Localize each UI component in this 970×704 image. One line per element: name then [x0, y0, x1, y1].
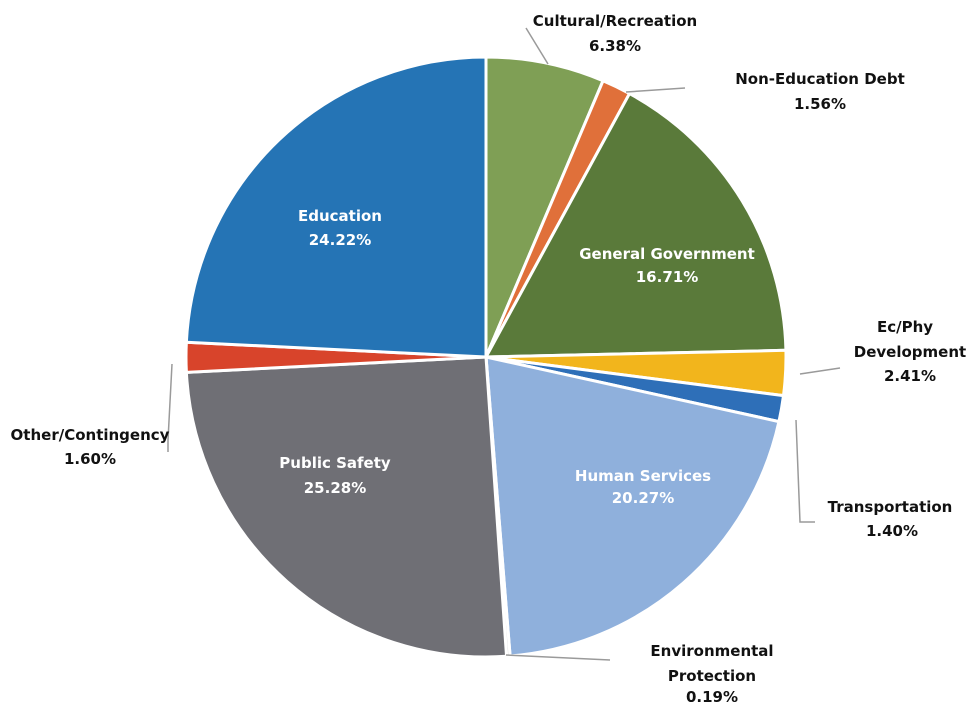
- slice-labels: Cultural/Recreation 6.38% Non-Education De…: [11, 12, 967, 704]
- slice-value-environmental-protection: 0.19%: [686, 688, 738, 704]
- slice-label-cultural-recreation: Cultural/Recreation: [533, 12, 697, 30]
- slice-value-public-safety: 25.28%: [304, 479, 366, 497]
- slice-general-government: [484, 92, 788, 359]
- slice-label-environmental-protection-line1: Environmental: [650, 642, 773, 660]
- leader-line-cultural-recreation: [525, 27, 549, 65]
- leader-line-other-contingency: [167, 363, 173, 452]
- slice-label-ec-phy-development-line2: Development: [854, 343, 966, 361]
- leader-line-non-education-debt: [625, 87, 686, 93]
- slice-value-general-government: 16.71%: [636, 268, 698, 286]
- slice-value-non-education-debt: 1.56%: [794, 95, 846, 113]
- slice-value-transportation: 1.40%: [866, 522, 918, 540]
- slice-label-public-safety: Public Safety: [279, 454, 391, 472]
- slice-label-non-education-debt: Non-Education Debt: [735, 70, 905, 88]
- slice-value-other-contingency: 1.60%: [64, 450, 116, 468]
- slice-value-education: 24.22%: [309, 231, 371, 249]
- slice-value-cultural-recreation: 6.38%: [589, 37, 641, 55]
- leader-line-ec-phy-development: [799, 367, 841, 375]
- slice-label-transportation: Transportation: [828, 498, 953, 516]
- slice-education: [184, 55, 488, 359]
- slice-human-services: [484, 355, 781, 658]
- slice-label-ec-phy-development-line1: Ec/Phy: [877, 318, 933, 336]
- slice-value-ec-phy-development: 2.41%: [884, 367, 936, 385]
- leader-line-environmental-protection: [505, 654, 611, 661]
- slice-value-human-services: 20.27%: [612, 489, 674, 507]
- slice-label-other-contingency: Other/Contingency: [11, 426, 170, 444]
- slice-public-safety: [184, 355, 509, 659]
- slice-label-environmental-protection-line2: Protection: [668, 667, 756, 685]
- pie-slices: [184, 55, 788, 659]
- slice-cultural-recreation: [484, 55, 605, 359]
- slice-label-general-government: General Government: [579, 245, 755, 263]
- leader-lines: [167, 27, 841, 661]
- slice-label-human-services: Human Services: [575, 467, 711, 485]
- leader-line-transportation: [795, 419, 815, 523]
- slice-label-education: Education: [298, 207, 382, 225]
